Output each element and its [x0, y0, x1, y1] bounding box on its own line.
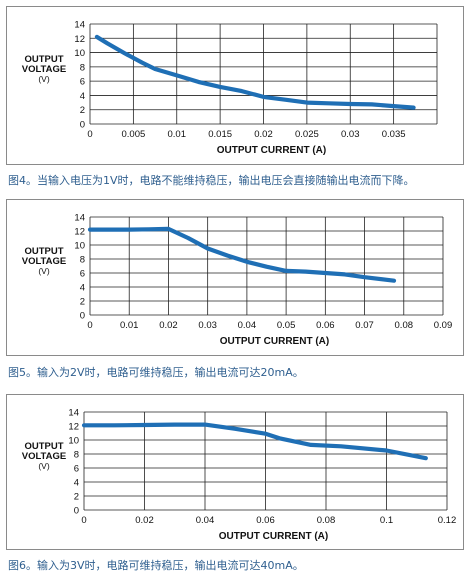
series-line	[94, 34, 416, 110]
x-tick-label: 0.025	[295, 129, 319, 140]
y-tick-label: 10	[68, 436, 79, 447]
y-tick-label: 12	[68, 422, 79, 433]
x-tick-label: 0.05	[277, 320, 296, 331]
chart-panel-1: 0 2 4 6 8 10 12 14 0 0.005 0.01 0.015 0.02 0.025 0.03 0…	[6, 6, 464, 165]
x-tick-label: 0.07	[355, 320, 374, 331]
chart-panel-2: 0 2 4 6 8 10 12 14 0 0.01 0.02 0.03 0.04 0.05 0.06 0.07…	[6, 199, 464, 356]
y-axis-label: OUTPUT	[24, 441, 63, 452]
y-axis-label: VOLTAGE	[22, 451, 67, 462]
y-tick-label: 6	[80, 77, 85, 88]
y-tick-label: 4	[80, 283, 85, 294]
y-axis-label: (V)	[38, 461, 50, 471]
x-tick-label: 0.08	[395, 320, 414, 331]
y-axis-label: OUTPUT	[24, 54, 63, 65]
y-tick-label: 0	[80, 311, 85, 322]
y-tick-label: 4	[80, 91, 85, 102]
y-tick-label: 8	[74, 450, 79, 461]
y-axis-label: VOLTAGE	[22, 256, 67, 267]
y-tick-label: 6	[74, 464, 79, 475]
x-tick-label: 0.02	[254, 129, 273, 140]
y-tick-label: 12	[74, 227, 85, 238]
caption-fig4: 图4。当输入电压为1V时，电路不能维持稳压，输出电压会直接随输出电流而下降。	[8, 174, 415, 187]
y-tick-label: 12	[74, 34, 85, 45]
y-tick-label: 6	[80, 269, 85, 280]
caption-fig5: 图5。输入为2V时，电路可维持稳压，输出电流可达20mA。	[8, 366, 304, 379]
y-tick-label: 14	[74, 20, 85, 31]
series-line	[81, 422, 428, 461]
y-tick-label: 0	[74, 506, 79, 517]
x-axis-label: OUTPUT CURRENT (A)	[217, 145, 326, 156]
x-tick-label: 0.06	[256, 515, 275, 526]
caption-fig6: 图6。输入为3V时，电路可维持稳压，输出电流可达40mA。	[8, 559, 304, 572]
y-tick-label: 2	[74, 492, 79, 503]
x-tick-label: 0.005	[121, 129, 145, 140]
x-tick-label: 0.015	[208, 129, 232, 140]
x-tick-label: 0.12	[438, 515, 457, 526]
x-tick-label: 0	[87, 129, 92, 140]
x-tick-label: 0.035	[382, 129, 406, 140]
x-axis-label: OUTPUT CURRENT (A)	[219, 531, 328, 542]
chart-2: 0 2 4 6 8 10 12 14 0 0.01 0.02 0.03 0.04 0.05 0.06 0.07…	[22, 213, 453, 348]
y-tick-label: 8	[80, 62, 85, 73]
chart-panel-3: 0 2 4 6 8 10 12 14 0 0.02 0.04 0.06 0.08 0.1 0.12 OUTPU…	[6, 394, 464, 550]
x-tick-label: 0.01	[120, 320, 139, 331]
y-tick-label: 4	[74, 478, 79, 489]
x-tick-label: 0	[81, 515, 86, 526]
y-tick-label: 8	[80, 255, 85, 266]
y-tick-label: 0	[80, 120, 85, 131]
y-axis-label: VOLTAGE	[22, 64, 67, 75]
y-tick-label: 10	[74, 48, 85, 59]
x-tick-label: 0.09	[434, 320, 453, 331]
x-tick-label: 0.02	[135, 515, 154, 526]
x-tick-label: 0.04	[196, 515, 215, 526]
x-tick-label: 0.03	[341, 129, 360, 140]
y-axis-label: OUTPUT	[24, 246, 63, 257]
y-tick-label: 2	[80, 297, 85, 308]
y-axis-label: (V)	[38, 266, 50, 276]
x-tick-label: 0.04	[238, 320, 257, 331]
x-tick-label: 0.01	[168, 129, 187, 140]
chart-1: 0 2 4 6 8 10 12 14 0 0.005 0.01 0.015 0.02 0.025 0.03 0…	[22, 20, 438, 156]
x-tick-label: 0.03	[198, 320, 217, 331]
x-tick-label: 0	[87, 320, 92, 331]
y-axis-label: (V)	[38, 74, 50, 84]
x-tick-label: 0.08	[317, 515, 336, 526]
chart-3: 0 2 4 6 8 10 12 14 0 0.02 0.04 0.06 0.08 0.1 0.12 OUTPU…	[22, 408, 457, 543]
y-tick-label: 2	[80, 105, 85, 116]
y-tick-label: 14	[68, 408, 79, 419]
x-tick-label: 0.1	[380, 515, 393, 526]
x-tick-label: 0.06	[316, 320, 335, 331]
x-tick-label: 0.02	[159, 320, 178, 331]
series-line	[87, 226, 397, 283]
x-axis-label: OUTPUT CURRENT (A)	[220, 336, 329, 347]
y-tick-label: 14	[74, 213, 85, 224]
y-tick-label: 10	[74, 241, 85, 252]
